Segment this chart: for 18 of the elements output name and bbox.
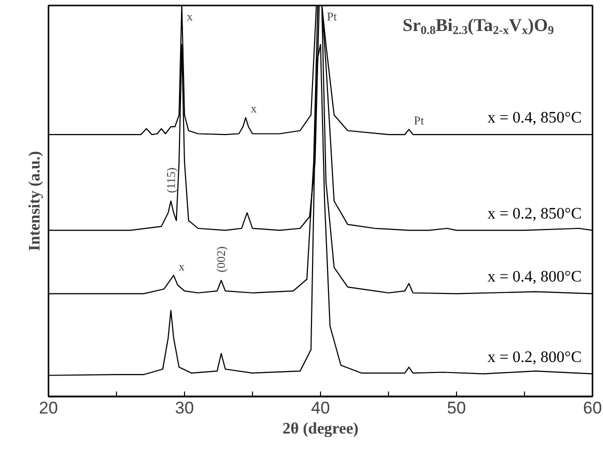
annotation: (115) [164, 167, 178, 193]
x-tick-label: 40 [311, 398, 330, 418]
x-tick-label: 50 [447, 398, 466, 418]
annotation: (002) [214, 246, 228, 272]
annotation: x [178, 259, 185, 274]
series-label: x = 0.4, 800°C [488, 268, 582, 286]
series-label: x = 0.2, 800°C [488, 348, 582, 366]
annotation: x [186, 10, 193, 24]
series-label: x = 0.2, 850°C [488, 205, 582, 222]
annotation: Pt [414, 113, 425, 128]
x-axis-title: 2θ (degree) [282, 420, 359, 438]
x-tick-label: 60 [583, 398, 602, 418]
x-tick-label: 30 [175, 398, 194, 418]
series-label: x = 0.4, 850°C [488, 110, 582, 127]
annotation: x [250, 102, 257, 116]
y-axis-title: Intensity (a.u.) [26, 150, 44, 252]
annotation: Pt [326, 10, 338, 24]
x-tick-label: 20 [39, 398, 58, 418]
